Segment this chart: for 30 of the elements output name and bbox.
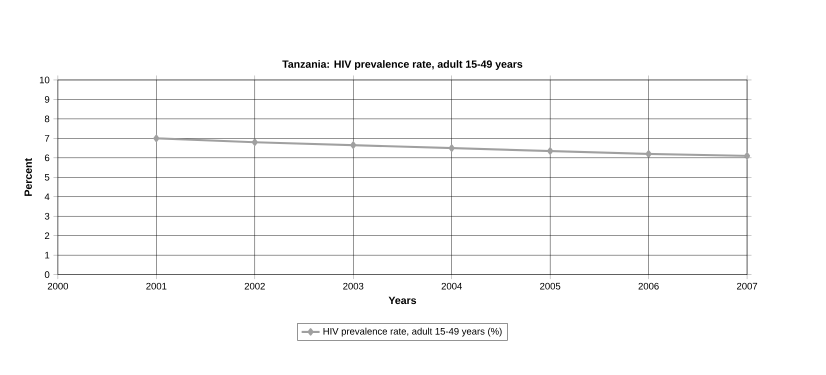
point [448,144,455,152]
y-tick-label: 2 [44,232,50,240]
chart-title: Tanzania: HIV prevalence rate, adult 15-49 years [282,60,522,70]
point [646,150,652,158]
legend-label: HIV prevalence rate, adult 15-49 years (%) [324,328,502,337]
y-tick-label: 0 [44,271,50,278]
y-tick-label: 5 [44,174,50,181]
point [547,148,554,155]
point [252,138,258,146]
y-tick-label: 8 [44,116,50,122]
x-tick-label: 2003 [343,283,364,290]
y-tick-label: 9 [44,96,50,103]
x-tick-label: 2000 [48,283,68,290]
y-tick-label: 4 [44,194,50,200]
x-tick-label: 2005 [540,283,560,290]
x-tick-label: 2001 [146,283,166,290]
y-axis-title: Percent [24,158,32,196]
y-tick-label: 6 [44,154,50,162]
x-tick-label: 2004 [442,283,462,290]
y-tick-label: 10 [40,76,50,84]
x-tick-label: 2002 [244,283,265,290]
x-axis-title: Years [388,296,416,304]
y-tick-label: 1 [45,252,50,259]
x-tick-label: 2007 [737,283,758,290]
point [153,134,160,142]
x-tick-label: 2006 [638,283,659,290]
point [350,142,356,150]
y-tick-label: 7 [44,135,50,142]
point [744,152,750,160]
y-tick-label: 3 [44,213,50,220]
